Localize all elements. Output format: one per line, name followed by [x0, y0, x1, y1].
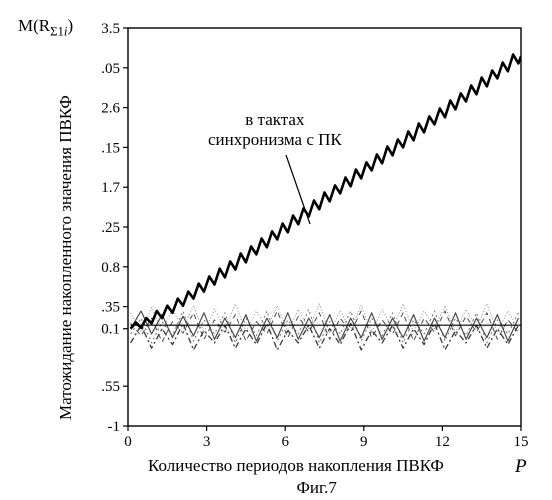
callout-text: в тактах синхронизма с ПК: [208, 110, 342, 150]
svg-text:3.5: 3.5: [101, 21, 120, 37]
y-axis-title-text: Матожидание накопленного значения ПВКФ: [56, 95, 75, 420]
svg-text:0: 0: [124, 434, 132, 450]
figure-caption-text: Фиг.7: [297, 478, 337, 497]
svg-text:15: 15: [514, 434, 529, 450]
svg-text:-1: -1: [108, 419, 121, 435]
svg-text:0.8: 0.8: [101, 260, 120, 276]
svg-text:.25: .25: [101, 220, 120, 236]
svg-text:.55: .55: [101, 379, 120, 395]
svg-text:6: 6: [281, 434, 289, 450]
x-symbol-P: P: [515, 456, 527, 478]
svg-text:.35: .35: [101, 300, 120, 316]
svg-text:.05: .05: [101, 61, 120, 77]
x-symbol-P-text: P: [515, 456, 527, 477]
x-axis-title: Количество периодов накопления ПВКФ: [148, 456, 444, 476]
y-axis-title: Матожидание накопленного значения ПВКФ: [56, 95, 76, 420]
svg-text:0.1: 0.1: [101, 322, 120, 338]
svg-text:12: 12: [435, 434, 450, 450]
svg-text:9: 9: [360, 434, 368, 450]
figure-root: M(RΣ1i) Матожидание накопленного значени…: [0, 0, 552, 500]
x-axis-title-text: Количество периодов накопления ПВКФ: [148, 456, 444, 475]
svg-text:2.6: 2.6: [101, 101, 120, 117]
svg-text:.15: .15: [101, 140, 120, 156]
y-corner-label: M(RΣ1i): [18, 16, 73, 39]
svg-text:1.7: 1.7: [101, 180, 120, 196]
chart-svg: -1 .55 0.1 .35 0.8 .25 1.7 .15 2.6 .05 3.5 0 3 6 9 12 15: [0, 0, 552, 500]
figure-caption: Фиг.7: [297, 478, 337, 498]
svg-text:3: 3: [203, 434, 211, 450]
